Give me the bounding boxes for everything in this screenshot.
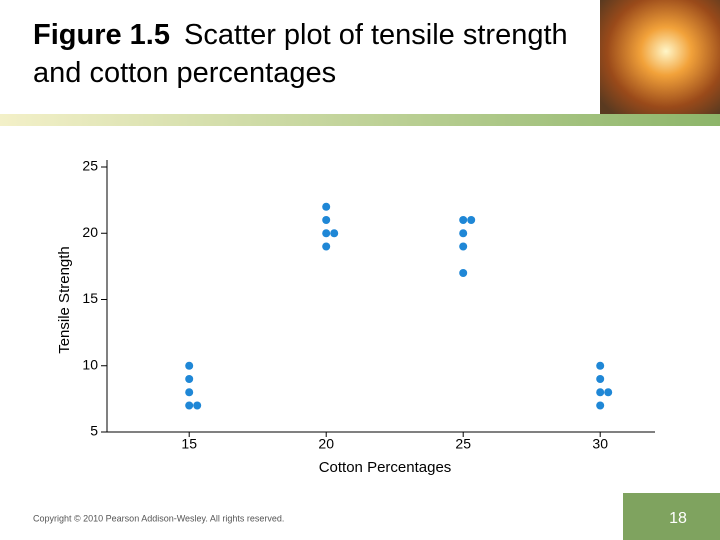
point — [185, 375, 194, 383]
point — [596, 375, 605, 383]
title-figure: Figure 1.5 — [33, 19, 170, 51]
point — [185, 388, 194, 397]
y-tick-label: 15 — [82, 290, 98, 306]
point — [596, 401, 605, 410]
point — [330, 229, 339, 238]
y-tick-label: 25 — [82, 158, 98, 174]
y-tick-label: 20 — [82, 224, 98, 240]
point — [604, 388, 613, 397]
x-tick-label: 15 — [181, 436, 197, 452]
point — [322, 216, 331, 224]
point — [185, 401, 194, 410]
slide-title: Figure 1.5 Scatter plot of tensile streng… — [33, 16, 578, 92]
header-image — [600, 0, 720, 114]
title-text: Scatter plot of tensile strength and cot… — [33, 19, 568, 89]
point — [459, 269, 468, 277]
y-axis-label: Tensile Strength — [56, 246, 73, 354]
x-tick-label: 20 — [318, 436, 334, 452]
point — [459, 216, 468, 224]
point — [596, 388, 605, 397]
x-axis-label: Cotton Percentages — [319, 459, 452, 476]
point — [459, 229, 468, 238]
y-tick-label: 10 — [82, 356, 98, 372]
x-tick-label: 30 — [592, 436, 608, 452]
copyright: Copyright © 2010 Pearson Addison-Wesley.… — [33, 513, 284, 523]
point — [467, 216, 476, 224]
point — [322, 202, 331, 211]
x-tick-label: 25 — [455, 436, 471, 452]
point — [322, 242, 331, 251]
point — [596, 361, 605, 370]
y-tick-label: 5 — [90, 423, 98, 439]
point — [322, 229, 331, 238]
header-band — [0, 114, 720, 126]
point — [193, 401, 202, 410]
point — [459, 242, 468, 251]
point — [185, 361, 194, 370]
page-number-box — [623, 493, 720, 540]
page-number: 18 — [669, 510, 687, 527]
